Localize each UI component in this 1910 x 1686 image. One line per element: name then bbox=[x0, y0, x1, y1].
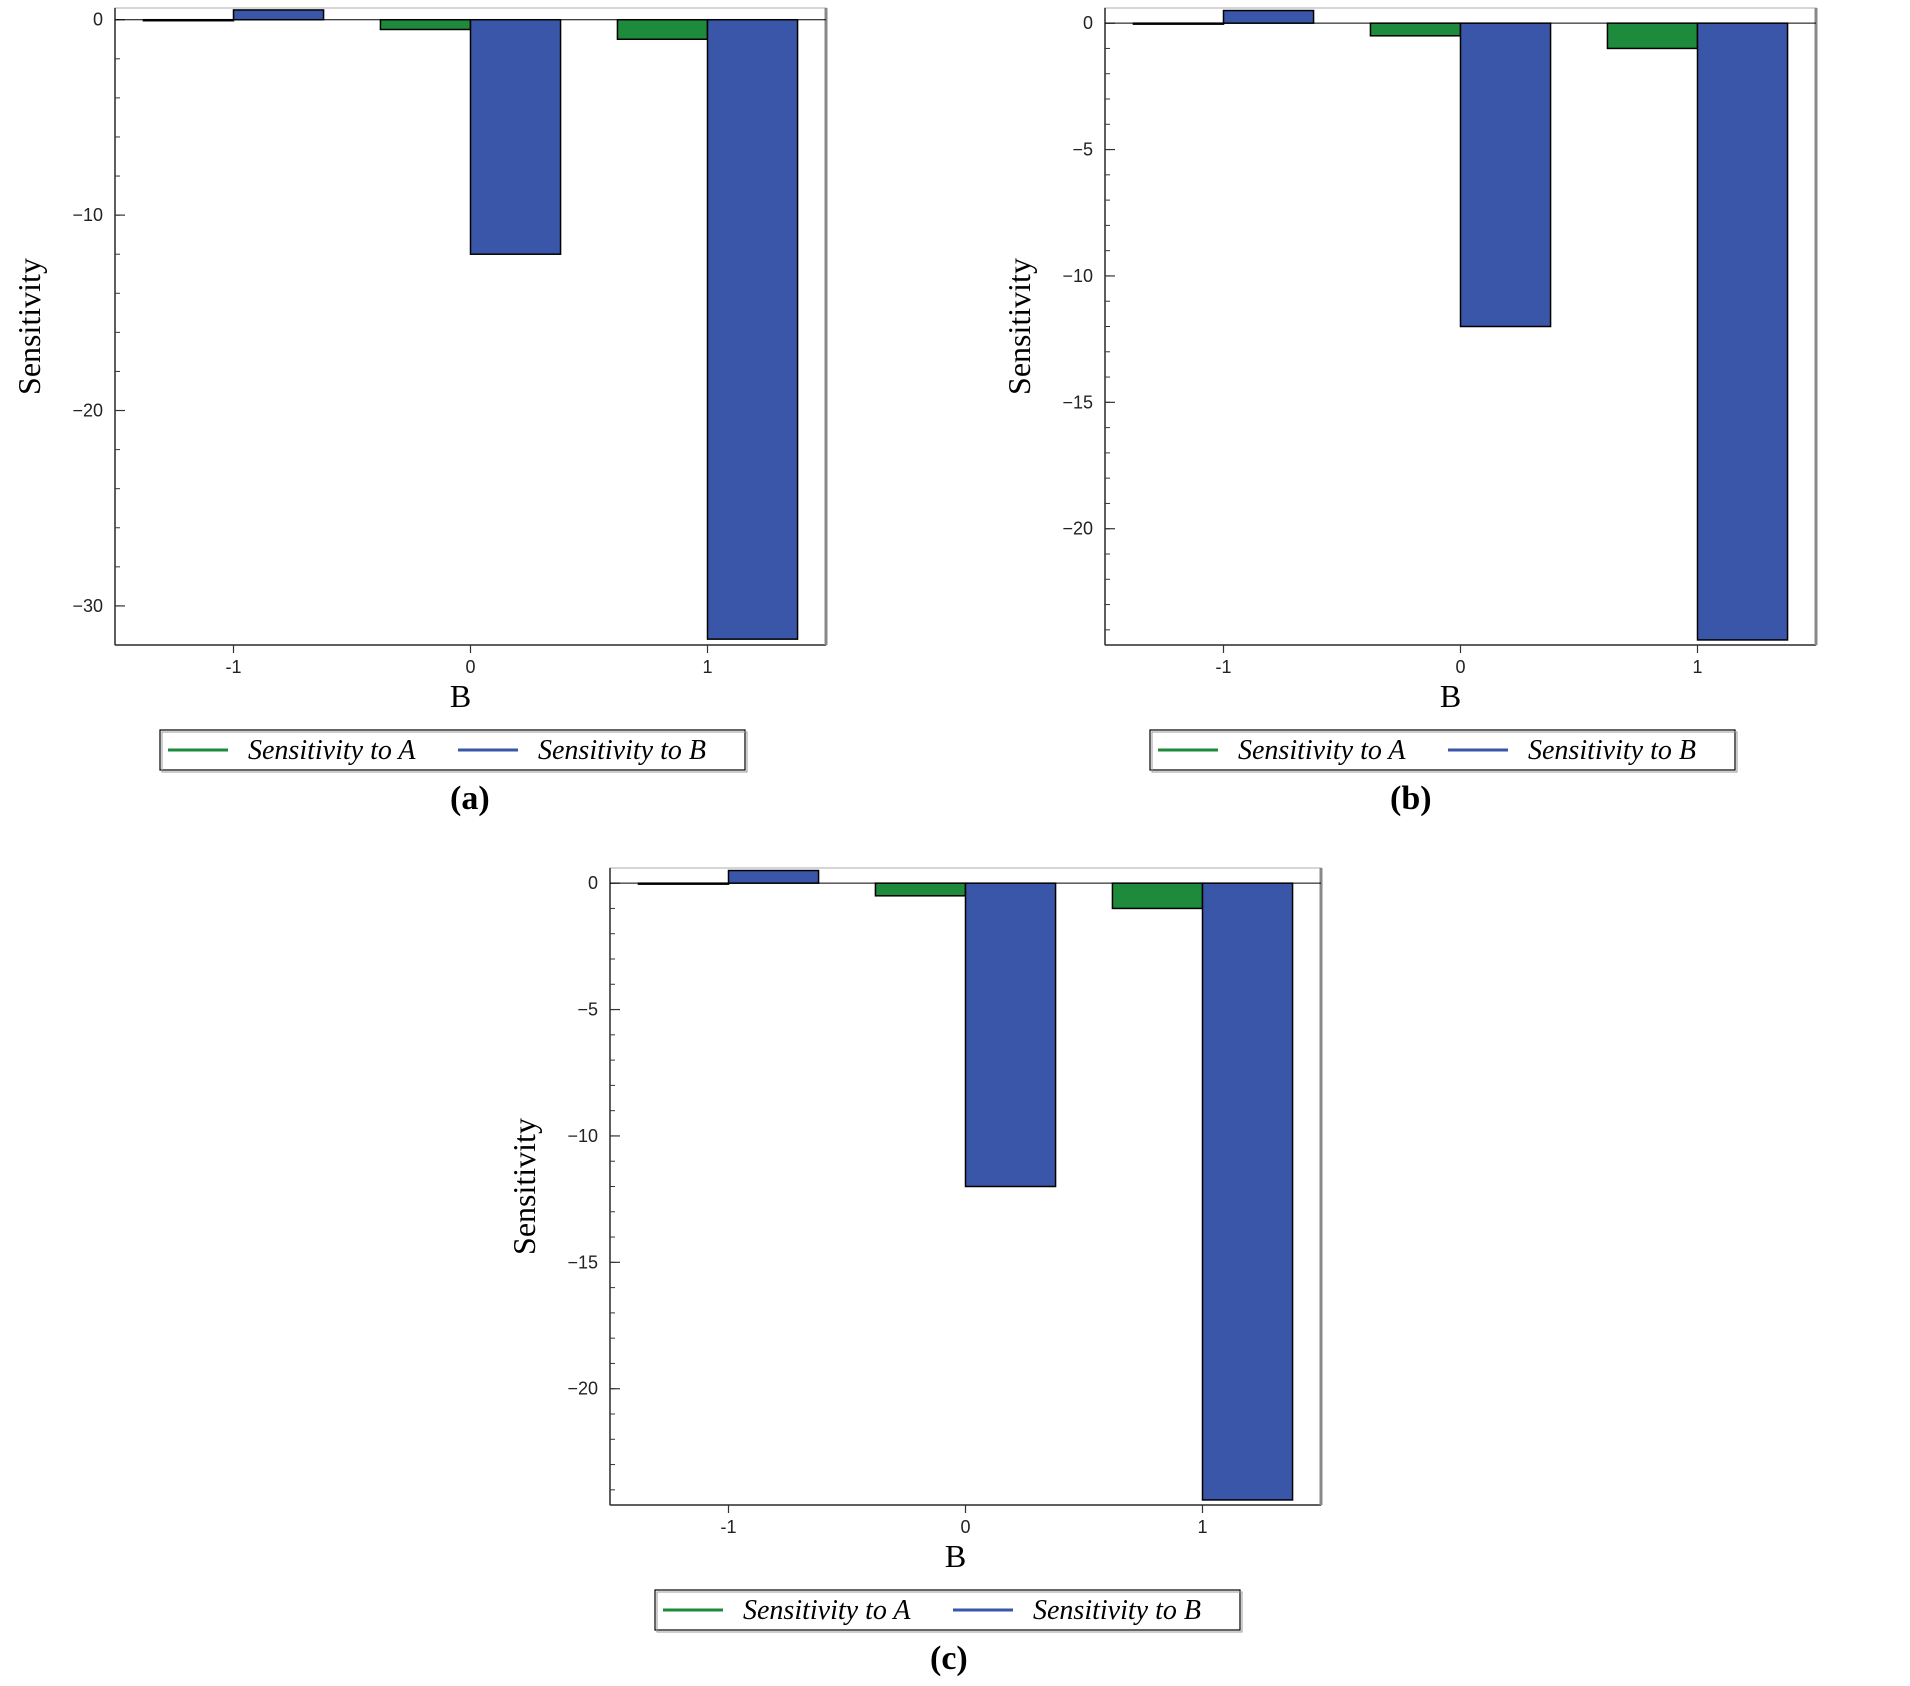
x-axis-title: B bbox=[945, 1538, 966, 1574]
bar-sensitivity-b bbox=[1696, 22, 1789, 641]
legend-box bbox=[1149, 729, 1736, 771]
y-tick-label: −20 bbox=[72, 401, 103, 421]
x-tick-label: 0 bbox=[960, 1517, 970, 1537]
x-tick-label: 1 bbox=[702, 657, 712, 677]
x-tick-label: -1 bbox=[225, 657, 241, 677]
bar-sensitivity-a bbox=[1369, 22, 1462, 37]
legend-label-a: Sensitivity to A bbox=[248, 735, 416, 766]
x-tick-label: -1 bbox=[720, 1517, 736, 1537]
legend-label-b: Sensitivity to B bbox=[538, 735, 706, 766]
y-tick-label: −5 bbox=[1072, 140, 1093, 160]
bar-sensitivity-b bbox=[232, 9, 325, 21]
y-tick-label: 0 bbox=[588, 873, 598, 893]
legend-label-a: Sensitivity to A bbox=[1238, 735, 1406, 766]
y-tick-label: −10 bbox=[72, 205, 103, 225]
bar-sensitivity-b bbox=[1201, 882, 1294, 1501]
legend-shadow bbox=[656, 1591, 1243, 1633]
y-tick-label: −10 bbox=[1062, 266, 1093, 286]
bar-sensitivity-b bbox=[469, 18, 562, 255]
x-tick-label: 0 bbox=[465, 657, 475, 677]
y-tick-label: −10 bbox=[567, 1126, 598, 1146]
chart-panel-a: 0 −10 −20 −30 -1 0 1 B Sensitivity Sensitivity to… bbox=[0, 0, 830, 817]
y-tick-label: −30 bbox=[72, 596, 103, 616]
y-tick-label: 0 bbox=[1083, 13, 1093, 33]
caption-a: (a) bbox=[450, 780, 490, 817]
chart-a-svg: 0 −10 −20 −30 -1 0 1 B Sensitivity Sensitivity to… bbox=[11, 7, 828, 773]
bar-sensitivity-a bbox=[1132, 22, 1225, 25]
x-axis-title: B bbox=[1440, 678, 1461, 714]
legend-shadow bbox=[1151, 731, 1738, 773]
y-tick-label: −20 bbox=[567, 1379, 598, 1399]
y-tick-label: 0 bbox=[93, 10, 103, 30]
y-tick-label: −15 bbox=[1062, 392, 1093, 412]
y-axis-title: Sensitivity bbox=[11, 258, 47, 395]
y-tick-label: −5 bbox=[577, 1000, 598, 1020]
y-tick-label: −20 bbox=[1062, 519, 1093, 539]
x-tick-label: 1 bbox=[1692, 657, 1702, 677]
y-axis-title: Sensitivity bbox=[1001, 258, 1037, 395]
bar-sensitivity-b bbox=[1222, 9, 1315, 24]
x-axis-title: B bbox=[450, 678, 471, 714]
bar-sensitivity-a bbox=[1606, 22, 1699, 50]
bar-sensitivity-a bbox=[379, 18, 472, 31]
bar-sensitivity-b bbox=[706, 18, 799, 640]
chart-panel-b: 0 −5 −10 −15 −20 -1 0 1 B Sensitivity Sensitivity … bbox=[990, 0, 1820, 817]
y-axis-title: Sensitivity bbox=[506, 1118, 542, 1255]
legend-label-b: Sensitivity to B bbox=[1528, 735, 1696, 766]
caption-b: (b) bbox=[1390, 780, 1432, 817]
chart-c-svg: 0 −5 −10 −15 −20 -1 0 1 B Sensitivity Sensitivity … bbox=[506, 867, 1323, 1633]
bar-sensitivity-a bbox=[142, 18, 235, 22]
bar-sensitivity-a bbox=[874, 882, 967, 897]
bar-sensitivity-a bbox=[637, 882, 730, 885]
x-tick-label: -1 bbox=[1215, 657, 1231, 677]
legend-shadow bbox=[161, 731, 748, 773]
legend-label-b: Sensitivity to B bbox=[1033, 1595, 1201, 1626]
y-tick-label: −15 bbox=[567, 1252, 598, 1272]
bar-sensitivity-b bbox=[964, 882, 1057, 1188]
chart-panel-c: 0 −5 −10 −15 −20 -1 0 1 B Sensitivity Sensitivity … bbox=[495, 860, 1325, 1677]
bar-sensitivity-a bbox=[616, 18, 709, 41]
chart-b-svg: 0 −5 −10 −15 −20 -1 0 1 B Sensitivity Sensitivity … bbox=[1001, 7, 1818, 773]
x-tick-label: 0 bbox=[1455, 657, 1465, 677]
bar-sensitivity-a bbox=[1111, 882, 1204, 910]
legend-box bbox=[654, 1589, 1241, 1631]
bar-sensitivity-b bbox=[1459, 22, 1552, 328]
bar-sensitivity-b bbox=[727, 869, 820, 884]
caption-c: (c) bbox=[930, 1640, 968, 1677]
x-tick-label: 1 bbox=[1197, 1517, 1207, 1537]
legend-label-a: Sensitivity to A bbox=[743, 1595, 911, 1626]
legend-box bbox=[159, 729, 746, 771]
